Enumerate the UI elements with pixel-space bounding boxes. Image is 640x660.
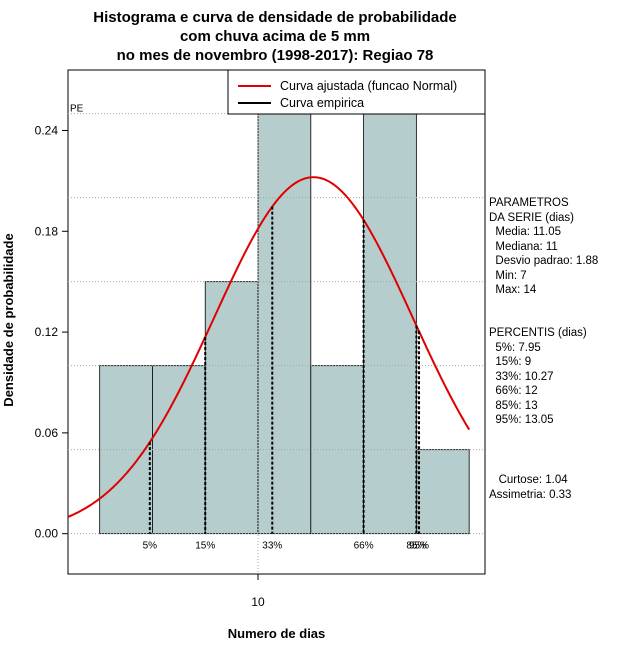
legend-label-1: Curva ajustada (funcao Normal)	[280, 79, 457, 93]
y-tick-label-0: 0.00	[35, 527, 59, 541]
histogram-bar-4	[257, 113, 312, 535]
y-tick-label-1: 0.06	[35, 426, 59, 440]
y-tick-label-4: 0.24	[35, 123, 59, 137]
percentis-panel: PERCENTIS (dias) 5%: 7.95 15%: 9 33%: 10…	[489, 327, 587, 426]
parametros-panel: PARAMETROS DA SERIE (dias) Media: 11.05 …	[489, 197, 599, 296]
histogram-bar-7	[415, 449, 470, 535]
percentile-label-4: 66%	[354, 541, 374, 552]
y-axis-title: Densidade de probabilidade	[1, 233, 16, 406]
chart-title-line-1: Histograma e curva de densidade de proba…	[93, 9, 457, 26]
percentile-label-2: 15%	[195, 541, 215, 552]
legend-box	[227, 69, 486, 115]
chart-title-line-3: no mes de novembro (1998-2017): Regiao 7…	[116, 47, 434, 64]
histogram-bar-5	[310, 365, 364, 535]
y-tick-label-3: 0.18	[35, 224, 59, 238]
percentile-label-3: 33%	[262, 541, 282, 552]
chart-title-line-2: com chuva acima de 5 mm	[179, 28, 371, 45]
percentile-label-1: 5%	[143, 541, 158, 552]
normal-fit-curve	[67, 176, 471, 518]
percentile-label-6: 95%	[409, 541, 429, 552]
y-tick-label-2: 0.12	[35, 325, 59, 339]
histogram-bar-3	[204, 281, 259, 535]
x-axis-title: Numero de dias	[228, 626, 326, 641]
percentile-label-5: 85%	[406, 541, 426, 552]
curtose-assimetria-panel: Curtose: 1.04 Assimetria: 0.33	[489, 474, 572, 501]
pe-label: PE	[70, 104, 84, 115]
legend-label-2: Curva empirica	[280, 96, 364, 110]
x-tick-label-0: 10	[251, 595, 265, 609]
histogram-bar-6	[363, 113, 417, 535]
